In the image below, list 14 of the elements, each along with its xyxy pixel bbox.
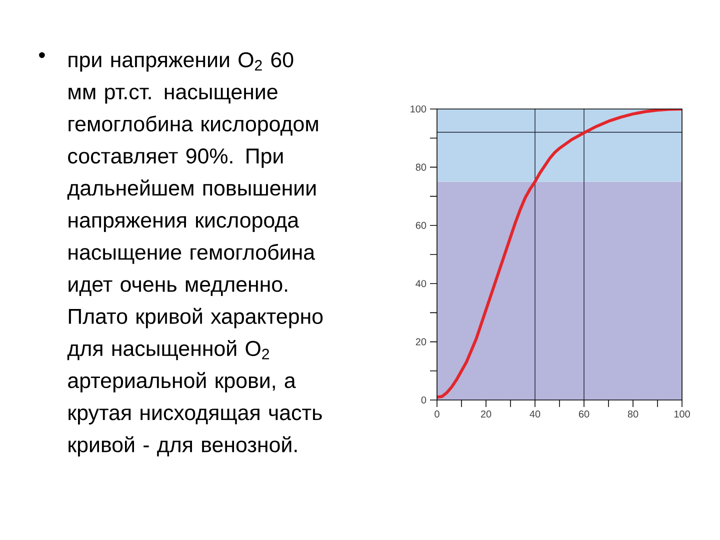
y-tick-label: 60 bbox=[416, 222, 426, 229]
text: при напряжении O$_{2}$ 60 мм рт.ст. насыщение гемоглобина кислородом составляет 90%. При дальнейшем повышении напряжения кислорода насыщение гемоглобина идет очень медленно. Плато кривой характерно для насыщенной O$_{2}$ артериальной крови, а крутая нисходящая часть кривой - для венозной. bbox=[67, 52, 323, 457]
y-tick-label: 40 bbox=[416, 280, 426, 288]
y-tick-label: 0 bbox=[421, 396, 426, 404]
x-tick-label: 40 bbox=[530, 410, 540, 418]
y-tick-label: 80 bbox=[416, 164, 426, 171]
y-tick-label: 100 bbox=[410, 105, 426, 113]
x-tick-label: 100 bbox=[674, 410, 690, 418]
y-tick-label: 20 bbox=[416, 338, 426, 346]
x-tick-label: 60 bbox=[578, 410, 590, 418]
x-tick-label: 80 bbox=[628, 410, 638, 418]
x-tick-label: 0 bbox=[434, 410, 440, 418]
text: • bbox=[39, 52, 45, 58]
x-tick-label: 20 bbox=[480, 410, 492, 418]
